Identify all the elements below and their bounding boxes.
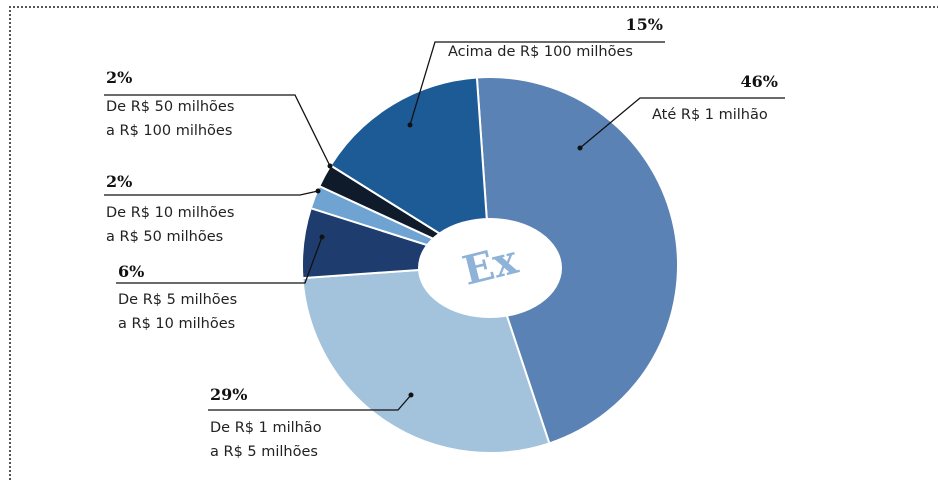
value-label: 2%	[106, 68, 133, 87]
category-label: De R$ 5 milhões a R$ 10 milhões	[118, 292, 238, 332]
category-label: Até R$ 1 milhão	[652, 107, 768, 123]
leader-line	[104, 190, 319, 196]
leader-dot	[407, 122, 413, 128]
leader-line	[409, 41, 665, 126]
leader-dot	[327, 163, 333, 169]
donut-hole	[418, 218, 562, 318]
category-label: De R$ 1 milhão a R$ 5 milhões	[210, 420, 322, 460]
value-label: 2%	[106, 172, 133, 191]
pie-slice	[475, 76, 679, 445]
value-label: 6%	[118, 262, 145, 281]
value-label: 15%	[625, 15, 663, 34]
leader-line	[208, 394, 412, 411]
leader-line	[104, 94, 331, 167]
leader-dot	[408, 392, 414, 398]
leader-line	[116, 236, 323, 284]
category-label: De R$ 50 milhões a R$ 100 milhões	[106, 99, 235, 139]
leader-dot	[315, 188, 321, 194]
pie-slice	[329, 76, 492, 267]
leader-dot	[577, 145, 583, 151]
value-label: 29%	[210, 385, 248, 404]
category-label: Acima de R$ 100 milhões	[448, 44, 633, 60]
category-label: De R$ 10 milhões a R$ 50 milhões	[106, 205, 235, 245]
leader-dot	[319, 234, 325, 240]
value-label: 46%	[740, 72, 778, 91]
frame	[9, 6, 938, 480]
leader-line	[579, 97, 785, 149]
